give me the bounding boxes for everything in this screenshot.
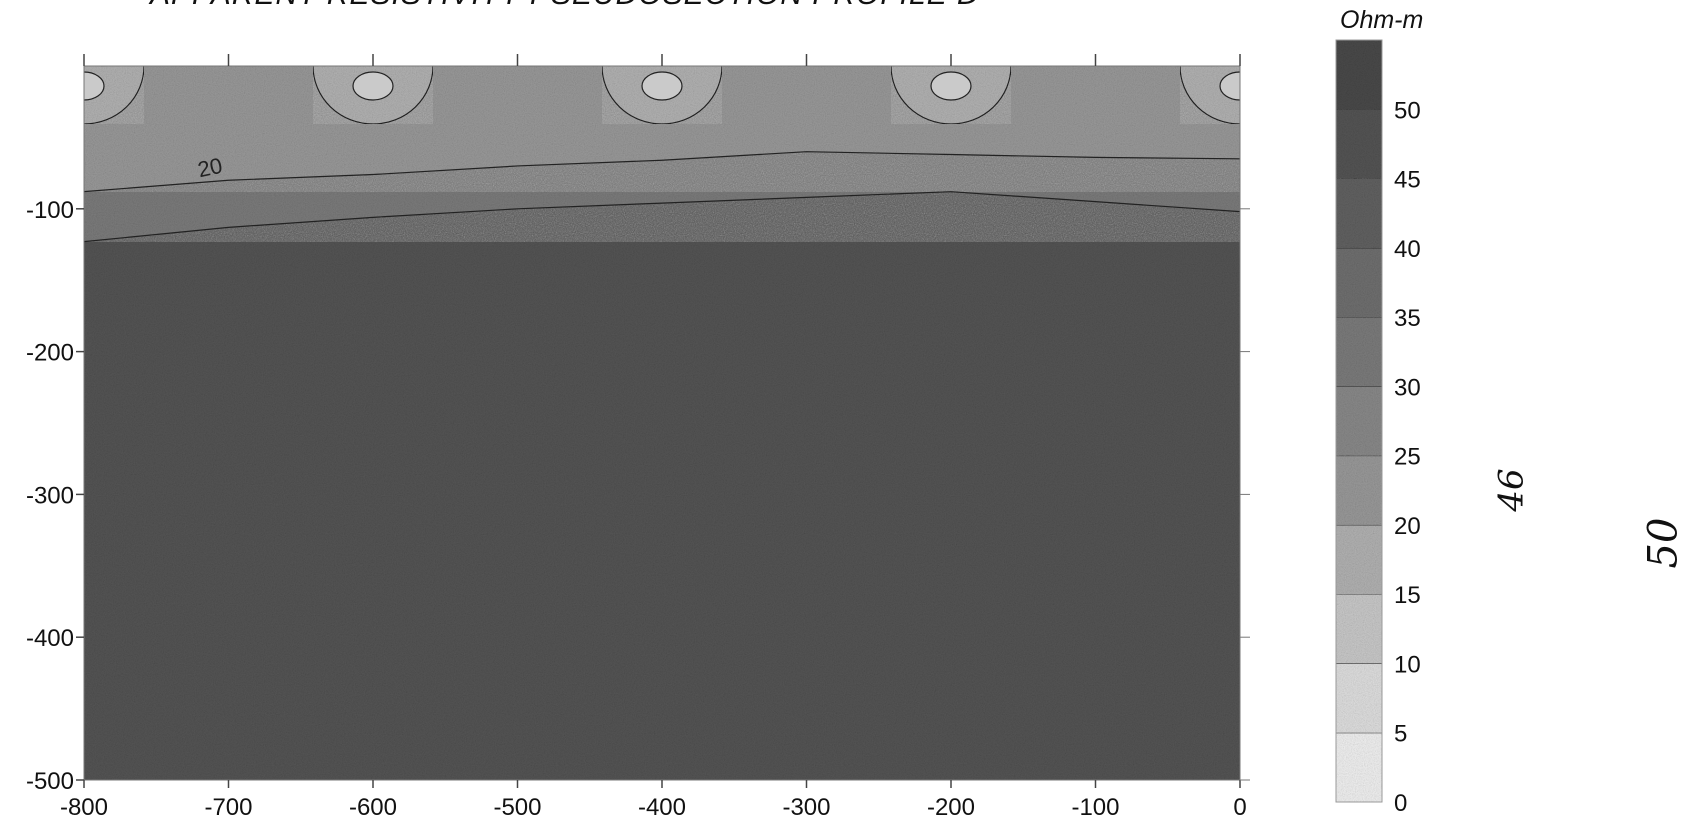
colorbar: 0 5 10 15 20 25 30 35 40 45 50 xyxy=(1335,39,1421,817)
colorbar-swatch xyxy=(1336,594,1382,664)
colorbar-swatch xyxy=(1336,663,1382,733)
colorbar-tick-label: 50 xyxy=(1394,97,1421,124)
x-tick-label: -800 xyxy=(60,794,108,821)
x-tick-label: -500 xyxy=(493,794,541,821)
x-tick-label: -300 xyxy=(782,794,830,821)
x-tick-label: -400 xyxy=(638,794,686,821)
colorbar-tick-label: 20 xyxy=(1394,513,1421,540)
colorbar-swatch xyxy=(1336,247,1382,318)
colorbar-tick-label: 5 xyxy=(1394,721,1407,748)
colorbar-tick-label: 35 xyxy=(1394,305,1421,332)
contour-label: 20 xyxy=(195,153,224,183)
colorbar-swatch xyxy=(1336,386,1382,456)
colorbar-tick-label: 45 xyxy=(1394,167,1421,194)
contour-line xyxy=(84,151,1240,193)
contour-line xyxy=(84,191,1240,243)
x-tick-label: 0 xyxy=(1233,794,1246,821)
chart-title: APPARENT RESISTIVITY PSEUDOSECTION PROFI… xyxy=(150,0,980,12)
y-tick-label: -300 xyxy=(26,482,74,509)
contour-lobe-core xyxy=(1219,71,1240,101)
colorbar-swatch xyxy=(1336,455,1382,525)
plot-area: 20 xyxy=(84,66,1240,780)
contour-lobe-core xyxy=(84,71,105,101)
colorbar-frame xyxy=(1335,39,1383,803)
colorbar-tick-label: 30 xyxy=(1394,374,1421,401)
x-tick-label: -600 xyxy=(349,794,397,821)
axes: -800 -700 -600 -500 -400 -300 -200 -100 0 -100 -20… xyxy=(26,54,1250,821)
colorbar-swatch xyxy=(1336,317,1382,387)
y-tick-label: -500 xyxy=(26,768,74,795)
colorbar-tick-label: 40 xyxy=(1394,236,1421,263)
y-tick-label: -100 xyxy=(26,197,74,224)
colorbar-swatch xyxy=(1336,40,1382,110)
colorbar-swatch xyxy=(1336,178,1382,248)
colorbar-tick-label: 15 xyxy=(1394,582,1421,609)
colorbar-units-label: Ohm-m xyxy=(1340,6,1424,34)
x-tick-label: -700 xyxy=(204,794,252,821)
colorbar-swatch xyxy=(1336,524,1382,595)
y-tick-label: -200 xyxy=(26,340,74,367)
x-tick-label: -200 xyxy=(927,794,975,821)
colorbar-tick-label: 0 xyxy=(1394,790,1407,817)
colorbar-tick-label: 10 xyxy=(1394,651,1421,678)
colorbar-swatch xyxy=(1336,732,1382,802)
contour-lobe-core xyxy=(641,71,683,101)
colorbar-tick-label: 25 xyxy=(1394,444,1421,471)
contour-lobe-core xyxy=(352,71,394,101)
colorbar-swatch xyxy=(1336,109,1382,179)
x-tick-label: -100 xyxy=(1071,794,1119,821)
y-tick-label: -400 xyxy=(26,625,74,652)
contour-lobe-core xyxy=(930,71,972,101)
